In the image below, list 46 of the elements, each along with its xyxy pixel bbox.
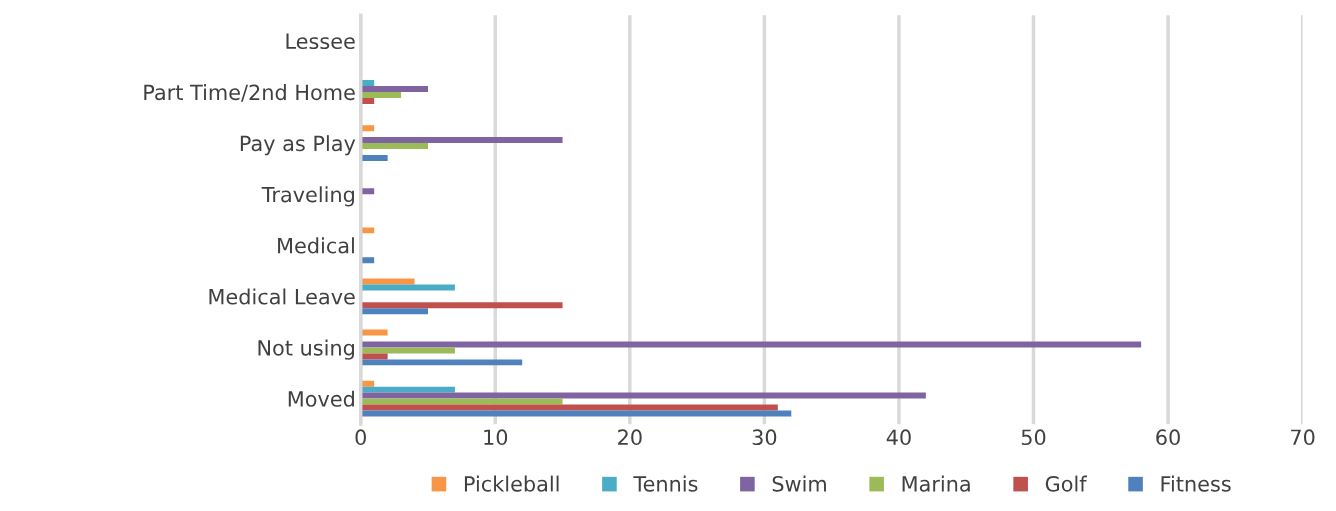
bar — [360, 353, 388, 360]
bar — [360, 386, 455, 393]
x-tick-label: 60 — [1156, 429, 1180, 446]
bar — [360, 359, 523, 366]
bar — [360, 137, 563, 144]
bar — [360, 97, 375, 104]
bar — [360, 227, 375, 234]
legend-label: Fitness — [1161, 475, 1231, 492]
bar — [360, 380, 375, 387]
x-tick-label: 50 — [1021, 429, 1046, 446]
x-tick-label: 10 — [484, 429, 508, 446]
bar — [360, 308, 428, 315]
x-tick-label: 20 — [618, 429, 642, 446]
x-tick-label: 70 — [1291, 429, 1315, 446]
legend-label: Golf — [1045, 475, 1087, 492]
y-tick-label: Part Time/2nd Home — [144, 84, 355, 102]
y-tick-label: Lessee — [286, 33, 355, 50]
bar — [360, 302, 563, 309]
y-tick-label: Traveling — [261, 186, 354, 207]
bar — [360, 278, 415, 285]
bar — [360, 155, 388, 161]
legend-label: Tennis — [633, 475, 698, 492]
bar — [360, 284, 455, 291]
y-tick-label: Medical — [278, 237, 354, 254]
legend-label: Marina — [902, 475, 970, 492]
y-tick-label: Moved — [288, 390, 354, 407]
bar — [360, 257, 375, 264]
bar — [360, 347, 455, 354]
bar — [360, 86, 428, 92]
x-tick-label: 40 — [886, 429, 911, 446]
legend-label: Pickleball — [464, 475, 559, 492]
y-tick-label: Not using — [258, 339, 354, 360]
x-tick-label: 30 — [752, 429, 777, 446]
bar — [360, 91, 402, 98]
legend-label: Swim — [772, 475, 826, 492]
bar — [360, 80, 375, 87]
bar — [360, 404, 778, 411]
bar — [360, 392, 926, 399]
bar — [360, 188, 375, 195]
y-tick-label: Medical Leave — [209, 288, 355, 305]
y-tick-label: Pay as Play — [240, 135, 356, 156]
x-tick-label: 0 — [355, 429, 366, 446]
bar — [360, 329, 388, 336]
bar — [360, 125, 375, 132]
bar — [360, 398, 563, 405]
bar — [360, 143, 428, 150]
